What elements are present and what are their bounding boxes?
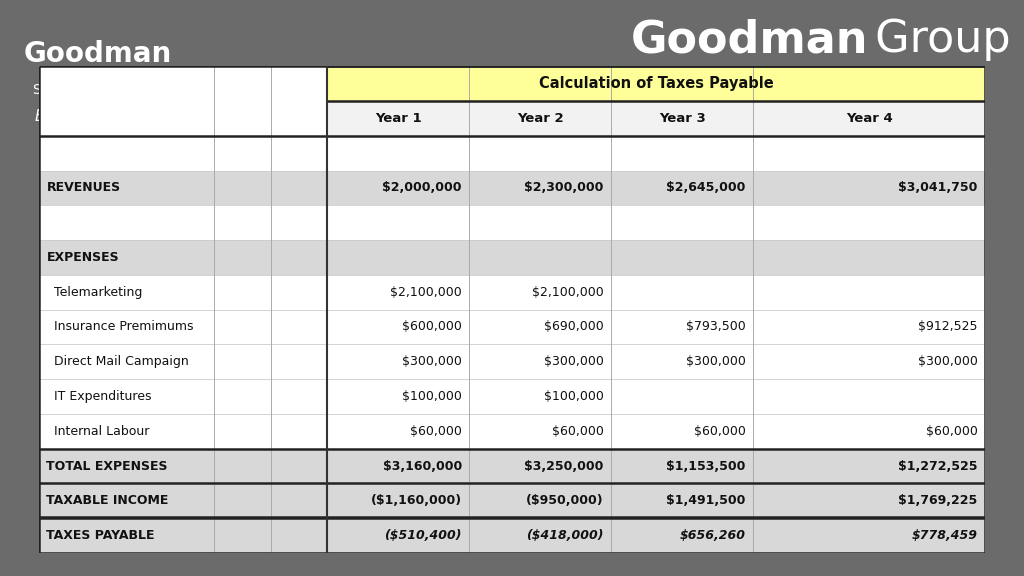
Text: Year 4: Year 4 — [846, 112, 893, 125]
Text: Year 1: Year 1 — [375, 112, 422, 125]
Text: $2,300,000: $2,300,000 — [524, 181, 604, 195]
Text: $1,153,500: $1,153,500 — [667, 460, 745, 472]
Bar — [328, 66, 985, 101]
Text: TAXES PAYABLE: TAXES PAYABLE — [46, 529, 155, 542]
Text: Goodman: Goodman — [631, 18, 868, 61]
Text: Professional Development: Professional Development — [689, 88, 925, 105]
Text: TAXABLE INCOME: TAXABLE INCOME — [46, 494, 169, 507]
Text: TOTAL EXPENSES: TOTAL EXPENSES — [46, 460, 168, 472]
Bar — [39, 344, 985, 379]
Text: $60,000: $60,000 — [410, 425, 462, 438]
Text: $778,459: $778,459 — [911, 529, 978, 542]
Text: IT Expenditures: IT Expenditures — [46, 390, 152, 403]
Bar — [39, 449, 985, 483]
Text: $1,272,525: $1,272,525 — [898, 460, 978, 472]
Text: $793,500: $793,500 — [686, 320, 745, 334]
Text: Insurance Premimums: Insurance Premimums — [46, 320, 194, 334]
Text: $60,000: $60,000 — [926, 425, 978, 438]
Bar — [39, 205, 985, 240]
Text: ($1,160,000): ($1,160,000) — [371, 494, 462, 507]
Bar — [39, 310, 985, 344]
Text: School of Business: School of Business — [33, 83, 163, 97]
Bar — [39, 66, 328, 101]
Text: $2,100,000: $2,100,000 — [390, 286, 462, 299]
Text: ($418,000): ($418,000) — [526, 529, 604, 542]
Text: $656,260: $656,260 — [680, 529, 745, 542]
Text: $912,525: $912,525 — [919, 320, 978, 334]
Text: Year 3: Year 3 — [658, 112, 706, 125]
Text: EXPENSES: EXPENSES — [46, 251, 119, 264]
Text: Calculation of Taxes Payable: Calculation of Taxes Payable — [539, 76, 774, 91]
Text: $60,000: $60,000 — [552, 425, 604, 438]
Text: Group: Group — [860, 18, 1011, 61]
Text: $1,769,225: $1,769,225 — [898, 494, 978, 507]
Text: $60,000: $60,000 — [694, 425, 745, 438]
Text: $3,160,000: $3,160,000 — [383, 460, 462, 472]
Text: $2,000,000: $2,000,000 — [382, 181, 462, 195]
Text: Direct Mail Campaign: Direct Mail Campaign — [46, 355, 189, 368]
Text: $300,000: $300,000 — [402, 355, 462, 368]
Text: $2,645,000: $2,645,000 — [667, 181, 745, 195]
Text: $3,250,000: $3,250,000 — [524, 460, 604, 472]
Bar — [39, 240, 985, 275]
Text: Goodman: Goodman — [24, 40, 172, 69]
Text: $690,000: $690,000 — [544, 320, 604, 334]
Text: ($950,000): ($950,000) — [526, 494, 604, 507]
Bar — [39, 379, 985, 414]
Text: ($510,400): ($510,400) — [384, 529, 462, 542]
Text: $600,000: $600,000 — [402, 320, 462, 334]
Text: REVENUES: REVENUES — [46, 181, 121, 195]
Text: $1,491,500: $1,491,500 — [667, 494, 745, 507]
Bar — [39, 170, 985, 205]
Text: Internal Labour: Internal Labour — [46, 425, 150, 438]
Text: $300,000: $300,000 — [918, 355, 978, 368]
Text: Telemarketing: Telemarketing — [46, 286, 143, 299]
Bar — [39, 101, 328, 136]
Text: $100,000: $100,000 — [402, 390, 462, 403]
Bar — [39, 275, 985, 310]
Text: Brock University: Brock University — [36, 109, 161, 124]
Bar — [39, 518, 985, 553]
Text: $100,000: $100,000 — [544, 390, 604, 403]
Text: $2,100,000: $2,100,000 — [532, 286, 604, 299]
Text: Year 2: Year 2 — [517, 112, 563, 125]
Bar — [39, 136, 985, 170]
Bar — [328, 101, 985, 136]
Bar — [39, 414, 985, 449]
Text: $300,000: $300,000 — [686, 355, 745, 368]
Text: $300,000: $300,000 — [544, 355, 604, 368]
Text: $3,041,750: $3,041,750 — [898, 181, 978, 195]
Bar — [39, 483, 985, 518]
